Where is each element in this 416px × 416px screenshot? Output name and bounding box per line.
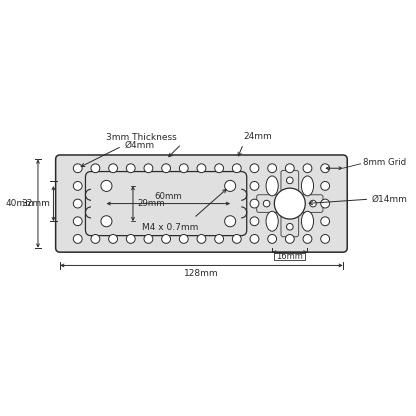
Circle shape [144, 164, 153, 173]
Circle shape [310, 200, 316, 207]
Circle shape [321, 181, 329, 191]
Circle shape [73, 217, 82, 225]
Circle shape [91, 164, 100, 173]
Circle shape [179, 164, 188, 173]
Text: M4 x 0.7mm: M4 x 0.7mm [142, 223, 199, 233]
Text: 40mm: 40mm [6, 199, 35, 208]
Circle shape [303, 235, 312, 243]
Circle shape [197, 164, 206, 173]
Circle shape [109, 235, 117, 243]
Ellipse shape [302, 176, 314, 196]
FancyBboxPatch shape [281, 171, 299, 237]
Ellipse shape [302, 211, 314, 231]
Circle shape [287, 177, 293, 184]
Circle shape [215, 235, 223, 243]
Circle shape [268, 235, 277, 243]
Circle shape [250, 235, 259, 243]
Circle shape [162, 235, 171, 243]
Circle shape [321, 199, 329, 208]
Circle shape [321, 217, 329, 225]
Circle shape [303, 164, 312, 173]
Circle shape [225, 216, 236, 227]
Circle shape [109, 164, 117, 173]
FancyBboxPatch shape [85, 171, 247, 235]
Circle shape [321, 164, 329, 173]
Circle shape [250, 199, 259, 208]
Ellipse shape [266, 176, 278, 196]
Text: 29mm: 29mm [137, 199, 165, 208]
Circle shape [270, 184, 277, 191]
Circle shape [321, 235, 329, 243]
Text: 8mm Grid: 8mm Grid [363, 158, 406, 167]
Text: Ø14mm: Ø14mm [371, 195, 407, 204]
Text: Ø4mm: Ø4mm [124, 141, 154, 149]
Circle shape [233, 164, 241, 173]
Circle shape [101, 181, 112, 191]
Circle shape [285, 235, 294, 243]
Circle shape [179, 235, 188, 243]
Text: 24mm: 24mm [243, 131, 272, 141]
Circle shape [233, 235, 241, 243]
Circle shape [126, 164, 135, 173]
Circle shape [225, 181, 236, 191]
Ellipse shape [266, 211, 278, 231]
Text: 16mm: 16mm [276, 252, 303, 261]
Circle shape [303, 217, 310, 223]
Text: 128mm: 128mm [184, 269, 219, 278]
Circle shape [263, 200, 270, 207]
Circle shape [144, 235, 153, 243]
Text: 3mm Thickness: 3mm Thickness [106, 133, 177, 142]
Circle shape [250, 181, 259, 191]
Circle shape [274, 188, 305, 219]
Circle shape [197, 235, 206, 243]
FancyBboxPatch shape [257, 195, 323, 213]
Text: 60mm: 60mm [154, 192, 182, 201]
Circle shape [73, 235, 82, 243]
Circle shape [73, 199, 82, 208]
Circle shape [287, 223, 293, 230]
Text: 32mm: 32mm [21, 199, 50, 208]
Circle shape [162, 164, 171, 173]
Circle shape [215, 164, 223, 173]
Circle shape [126, 235, 135, 243]
Circle shape [270, 217, 277, 223]
Circle shape [91, 235, 100, 243]
Circle shape [73, 164, 82, 173]
Circle shape [303, 184, 310, 191]
Circle shape [268, 164, 277, 173]
Circle shape [101, 216, 112, 227]
Circle shape [250, 217, 259, 225]
FancyBboxPatch shape [56, 155, 347, 252]
Circle shape [73, 181, 82, 191]
FancyBboxPatch shape [274, 253, 305, 260]
Circle shape [250, 164, 259, 173]
Circle shape [285, 164, 294, 173]
